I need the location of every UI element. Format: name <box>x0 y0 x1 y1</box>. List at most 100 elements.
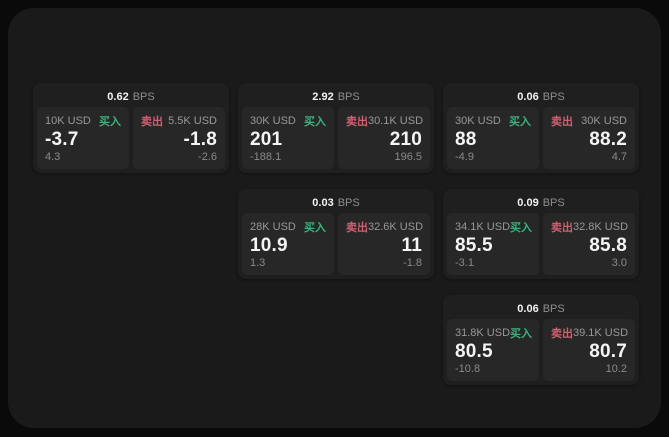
sell-price: 88.2 <box>589 129 627 151</box>
sell-delta: -1.8 <box>403 257 422 269</box>
sell-panel[interactable]: 卖出 39.1K USD 80.7 10.2 <box>543 319 635 381</box>
buy-tag: 买入 <box>510 328 533 340</box>
bps-header: 0.03 BPS <box>242 193 430 213</box>
bps-unit: BPS <box>542 197 565 209</box>
sell-delta: 10.2 <box>605 363 627 375</box>
sell-tag: 卖出 <box>551 328 573 340</box>
bps-unit: BPS <box>542 91 565 103</box>
buy-panel-top: 30K USD 买入 <box>455 113 531 129</box>
sell-tag: 卖出 <box>141 116 163 128</box>
quote-card: 2.92 BPS 30K USD 买入 201 -188.1 卖出 30.1K … <box>238 83 434 173</box>
buy-panel[interactable]: 31.8K USD 买入 80.5 -10.8 <box>447 319 539 381</box>
bps-value: 0.62 <box>107 91 129 103</box>
buy-sell-panels: 30K USD 买入 88 -4.9 卖出 30K USD 88.2 4.7 <box>447 107 635 169</box>
buy-panel[interactable]: 34.1K USD 买入 85.5 -3.1 <box>447 213 539 275</box>
app-window: 0.62 BPS 10K USD 买入 -3.7 4.3 卖出 5.5K USD <box>8 8 661 428</box>
bps-unit: BPS <box>542 303 565 315</box>
buy-tag: 买入 <box>510 222 533 234</box>
buy-delta: 1.3 <box>250 257 266 269</box>
sell-panel[interactable]: 卖出 32.8K USD 85.8 3.0 <box>543 213 635 275</box>
buy-price: -3.7 <box>45 129 79 151</box>
buy-panel-top: 34.1K USD 买入 <box>455 219 533 235</box>
sell-delta: -2.6 <box>198 151 217 163</box>
quote-card: 0.09 BPS 34.1K USD 买入 85.5 -3.1 卖出 32.8K… <box>443 189 639 279</box>
bps-header: 0.62 BPS <box>37 87 225 107</box>
sell-panel[interactable]: 卖出 32.6K USD 11 -1.8 <box>338 213 430 275</box>
buy-amount: 10K USD <box>45 115 91 127</box>
buy-amount: 30K USD <box>455 115 501 127</box>
buy-delta: 4.3 <box>45 151 61 163</box>
buy-delta: -4.9 <box>455 151 474 163</box>
sell-amount: 32.6K USD <box>368 221 424 233</box>
sell-panel-top: 卖出 30.1K USD <box>346 113 424 129</box>
sell-amount: 32.8K USD <box>573 221 629 233</box>
buy-panel-top: 10K USD 买入 <box>45 113 121 129</box>
bps-value: 0.09 <box>517 197 539 209</box>
sell-panel-top: 卖出 39.1K USD <box>551 325 629 341</box>
buy-sell-panels: 30K USD 买入 201 -188.1 卖出 30.1K USD 210 1… <box>242 107 430 169</box>
sell-delta: 4.7 <box>611 151 627 163</box>
sell-amount: 39.1K USD <box>573 327 629 339</box>
sell-tag: 卖出 <box>551 222 573 234</box>
sell-panel[interactable]: 卖出 30.1K USD 210 196.5 <box>338 107 430 169</box>
buy-delta: -10.8 <box>455 363 481 375</box>
sell-price: 210 <box>389 129 422 151</box>
sell-amount: 30K USD <box>581 115 627 127</box>
sell-panel-top: 卖出 5.5K USD <box>141 113 217 129</box>
bps-header: 0.06 BPS <box>447 87 635 107</box>
bps-unit: BPS <box>337 197 360 209</box>
buy-sell-panels: 34.1K USD 买入 85.5 -3.1 卖出 32.8K USD 85.8… <box>447 213 635 275</box>
sell-price: 80.7 <box>589 341 627 363</box>
sell-panel-top: 卖出 32.6K USD <box>346 219 424 235</box>
buy-panel[interactable]: 28K USD 买入 10.9 1.3 <box>242 213 334 275</box>
buy-sell-panels: 28K USD 买入 10.9 1.3 卖出 32.6K USD 11 -1.8 <box>242 213 430 275</box>
sell-price: -1.8 <box>183 129 217 151</box>
buy-panel-top: 30K USD 买入 <box>250 113 326 129</box>
bps-value: 0.06 <box>517 303 539 315</box>
buy-tag: 买入 <box>304 116 326 128</box>
buy-amount: 30K USD <box>250 115 296 127</box>
sell-delta: 3.0 <box>611 257 627 269</box>
buy-delta: -3.1 <box>455 257 474 269</box>
bps-unit: BPS <box>337 91 360 103</box>
buy-panel[interactable]: 30K USD 买入 88 -4.9 <box>447 107 539 169</box>
buy-tag: 买入 <box>509 116 531 128</box>
buy-amount: 31.8K USD <box>455 327 511 339</box>
buy-price: 10.9 <box>250 235 288 257</box>
bps-header: 0.06 BPS <box>447 299 635 319</box>
sell-tag: 卖出 <box>346 222 368 234</box>
sell-tag: 卖出 <box>551 116 573 128</box>
quote-card: 0.62 BPS 10K USD 买入 -3.7 4.3 卖出 5.5K USD <box>33 83 229 173</box>
buy-sell-panels: 10K USD 买入 -3.7 4.3 卖出 5.5K USD -1.8 -2.… <box>37 107 225 169</box>
buy-price: 201 <box>250 129 283 151</box>
sell-amount: 30.1K USD <box>368 115 424 127</box>
bps-unit: BPS <box>132 91 155 103</box>
sell-panel-top: 卖出 32.8K USD <box>551 219 629 235</box>
buy-sell-panels: 31.8K USD 买入 80.5 -10.8 卖出 39.1K USD 80.… <box>447 319 635 381</box>
buy-price: 88 <box>455 129 477 151</box>
buy-price: 80.5 <box>455 341 493 363</box>
bps-value: 2.92 <box>312 91 334 103</box>
buy-amount: 28K USD <box>250 221 296 233</box>
sell-panel[interactable]: 卖出 30K USD 88.2 4.7 <box>543 107 635 169</box>
quotes-grid: 0.62 BPS 10K USD 买入 -3.7 4.3 卖出 5.5K USD <box>33 83 639 385</box>
quote-card: 0.03 BPS 28K USD 买入 10.9 1.3 卖出 32.6K US… <box>238 189 434 279</box>
buy-price: 85.5 <box>455 235 493 257</box>
buy-panel-top: 28K USD 买入 <box>250 219 326 235</box>
bps-value: 0.06 <box>517 91 539 103</box>
quote-card: 0.06 BPS 31.8K USD 买入 80.5 -10.8 卖出 39.1… <box>443 295 639 385</box>
sell-panel-top: 卖出 30K USD <box>551 113 627 129</box>
buy-panel[interactable]: 10K USD 买入 -3.7 4.3 <box>37 107 129 169</box>
buy-panel[interactable]: 30K USD 买入 201 -188.1 <box>242 107 334 169</box>
sell-tag: 卖出 <box>346 116 368 128</box>
bps-header: 2.92 BPS <box>242 87 430 107</box>
quote-card: 0.06 BPS 30K USD 买入 88 -4.9 卖出 30K USD <box>443 83 639 173</box>
buy-panel-top: 31.8K USD 买入 <box>455 325 533 341</box>
buy-amount: 34.1K USD <box>455 221 511 233</box>
sell-panel[interactable]: 卖出 5.5K USD -1.8 -2.6 <box>133 107 225 169</box>
bps-header: 0.09 BPS <box>447 193 635 213</box>
buy-delta: -188.1 <box>250 151 282 163</box>
sell-delta: 196.5 <box>394 151 422 163</box>
buy-tag: 买入 <box>304 222 326 234</box>
sell-price: 11 <box>401 235 422 257</box>
